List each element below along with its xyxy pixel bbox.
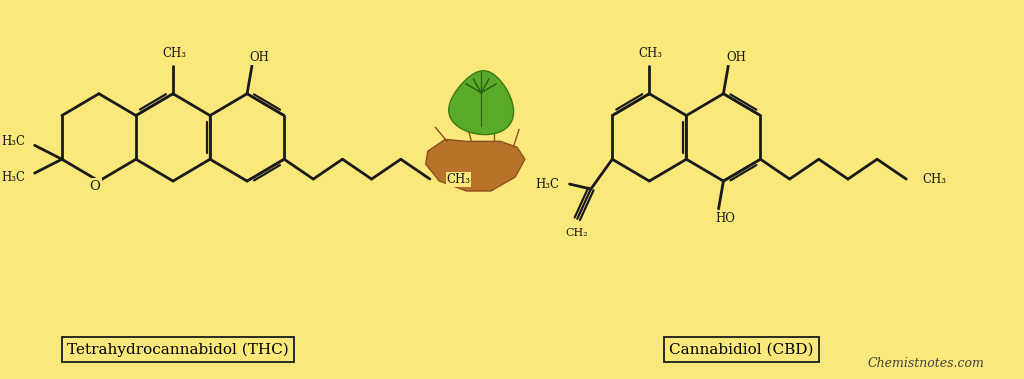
Text: OH: OH	[726, 52, 745, 64]
Text: CH₃: CH₃	[446, 172, 470, 186]
Text: Tetrahydrocannabidol (THC): Tetrahydrocannabidol (THC)	[67, 343, 289, 357]
Text: H₃C: H₃C	[1, 135, 25, 148]
Text: CH₃: CH₃	[923, 172, 947, 186]
Text: CH₂: CH₂	[565, 228, 588, 238]
Text: OH: OH	[250, 52, 269, 64]
Text: Chemistnotes.com: Chemistnotes.com	[867, 357, 985, 370]
Text: O: O	[89, 180, 100, 193]
Text: CH₃: CH₃	[162, 47, 186, 60]
Text: H₃C: H₃C	[1, 171, 25, 183]
Text: H₃C: H₃C	[536, 177, 560, 191]
Polygon shape	[449, 71, 513, 135]
Text: Cannabidiol (CBD): Cannabidiol (CBD)	[670, 343, 814, 357]
Polygon shape	[426, 139, 525, 191]
Text: HO: HO	[716, 212, 735, 225]
Text: CH₃: CH₃	[638, 47, 663, 60]
